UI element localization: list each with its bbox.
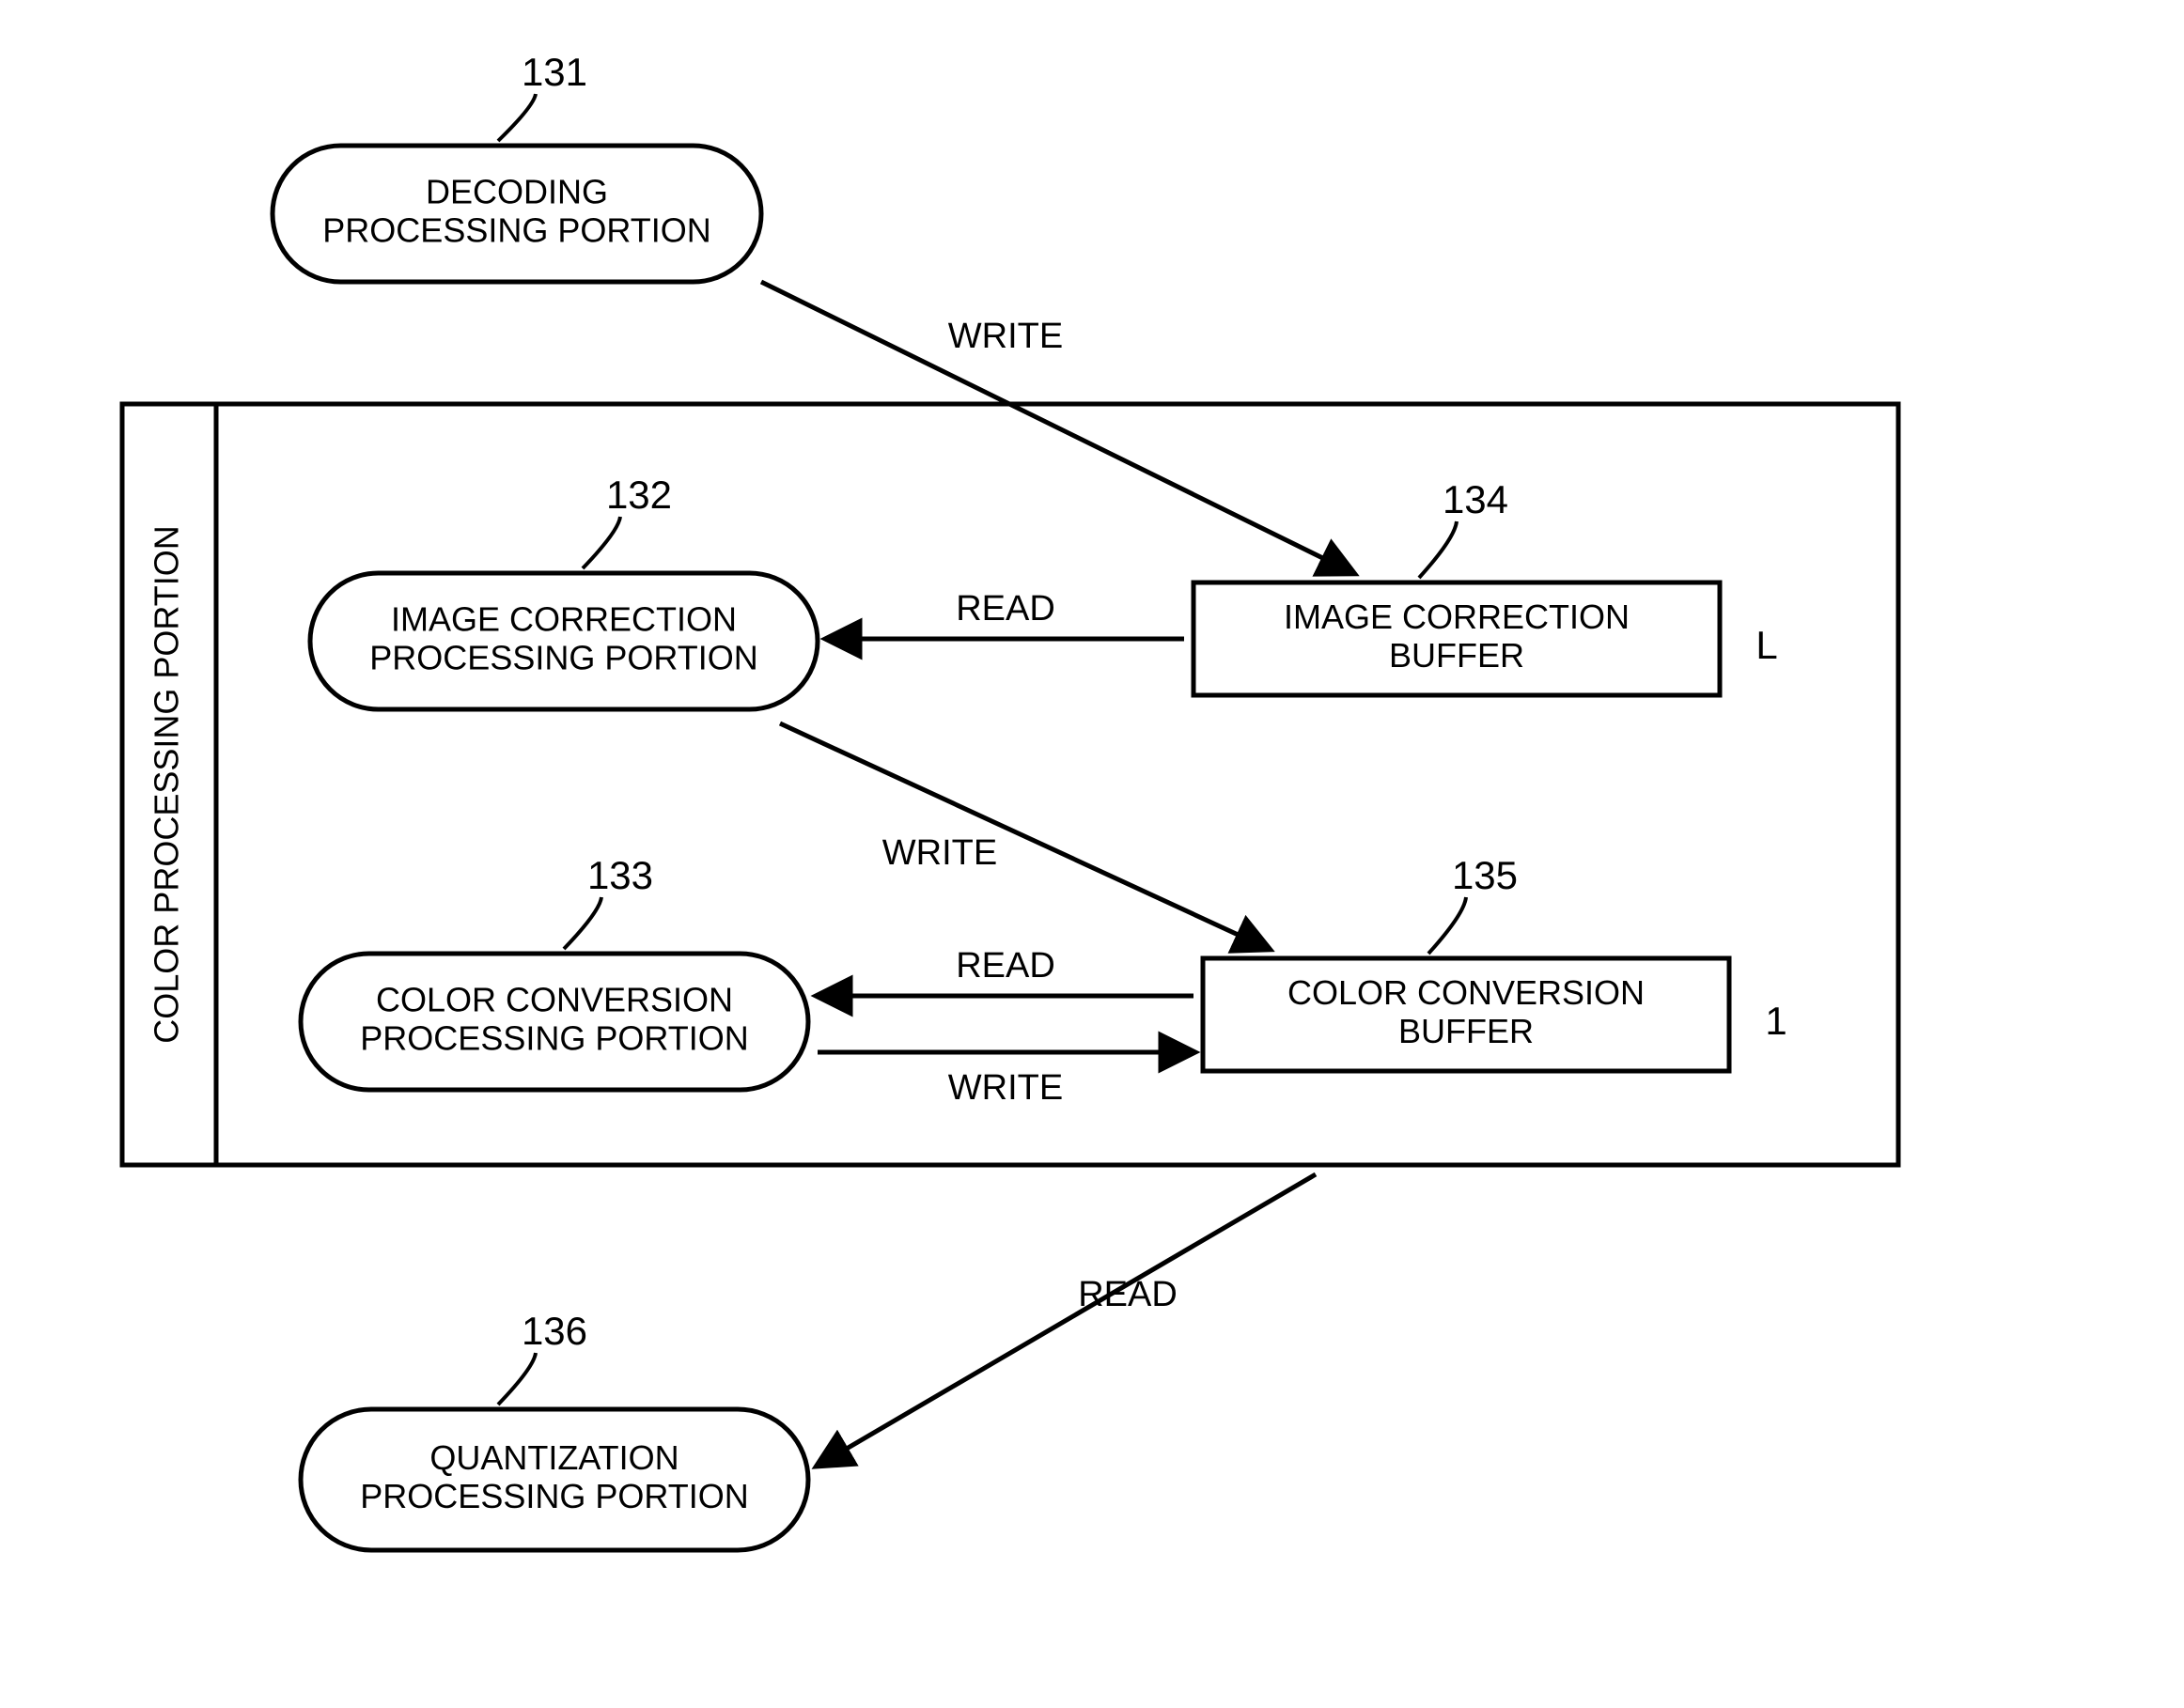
node-colconv_proc-line0: COLOR CONVERSION	[376, 980, 733, 1018]
node-colconv_buf: COLOR CONVERSIONBUFFER 1	[1203, 958, 1787, 1071]
node-imgcorr_buf-side-label: L	[1755, 623, 1777, 667]
edge-colconv_buf-to-quant	[818, 1174, 1316, 1466]
node-imgcorr_proc-line0: IMAGE CORRECTION	[391, 599, 737, 638]
ref-colconv_proc: 133	[587, 853, 653, 897]
ref-decoding: 131	[522, 50, 587, 94]
ref-colconv_buf: 135	[1452, 853, 1518, 897]
node-imgcorr_proc-line1: PROCESSING PORTION	[369, 639, 757, 677]
edge-imgcorr_proc-to-colconv_buf	[780, 723, 1269, 949]
node-colconv_proc: COLOR CONVERSIONPROCESSING PORTION	[301, 954, 808, 1090]
ref-leader-colconv_buf	[1428, 897, 1466, 954]
container-title: COLOR PROCESSING PORTION	[148, 525, 186, 1043]
ref-leader-quant	[498, 1353, 536, 1405]
ref-imgcorr_proc: 132	[606, 473, 672, 517]
node-decoding-line1: PROCESSING PORTION	[322, 211, 710, 250]
diagram-canvas: COLOR PROCESSING PORTION WRITE READ WRITE R…	[0, 0, 2184, 1708]
node-colconv_proc-line1: PROCESSING PORTION	[360, 1019, 748, 1058]
node-imgcorr_buf: IMAGE CORRECTIONBUFFER L	[1193, 582, 1778, 695]
ref-leader-decoding	[498, 94, 536, 141]
edge-label-decoding-to-imgcorr_buf: WRITE	[948, 317, 1063, 356]
ref-leader-colconv_proc	[564, 897, 601, 949]
edge-label-colconv_proc-to-colconv_buf: WRITE	[948, 1068, 1063, 1108]
node-decoding-line0: DECODING	[426, 172, 608, 210]
node-colconv_buf-line0: COLOR CONVERSION	[1287, 973, 1645, 1012]
node-quant-line0: QUANTIZATION	[429, 1438, 679, 1477]
edge-label-colconv_buf-to-colconv_proc: READ	[956, 946, 1055, 986]
node-decoding: DECODINGPROCESSING PORTION	[273, 146, 761, 282]
node-imgcorr_buf-line0: IMAGE CORRECTION	[1284, 598, 1630, 636]
node-imgcorr_buf-line1: BUFFER	[1389, 636, 1524, 675]
edge-label-colconv_buf-to-quant: READ	[1078, 1275, 1178, 1314]
node-colconv_buf-side-label: 1	[1765, 999, 1786, 1043]
edge-label-imgcorr_proc-to-colconv_buf: WRITE	[882, 833, 997, 873]
ref-quant: 136	[522, 1309, 587, 1353]
node-colconv_buf-line1: BUFFER	[1398, 1012, 1534, 1050]
node-quant-line1: PROCESSING PORTION	[360, 1477, 748, 1515]
ref-leader-imgcorr_proc	[583, 517, 620, 568]
ref-leader-imgcorr_buf	[1419, 521, 1457, 578]
ref-imgcorr_buf: 134	[1443, 477, 1508, 521]
node-quant: QUANTIZATIONPROCESSING PORTION	[301, 1409, 808, 1550]
edge-label-imgcorr_buf-to-imgcorr_proc: READ	[956, 589, 1055, 629]
node-imgcorr_proc: IMAGE CORRECTIONPROCESSING PORTION	[310, 573, 818, 709]
